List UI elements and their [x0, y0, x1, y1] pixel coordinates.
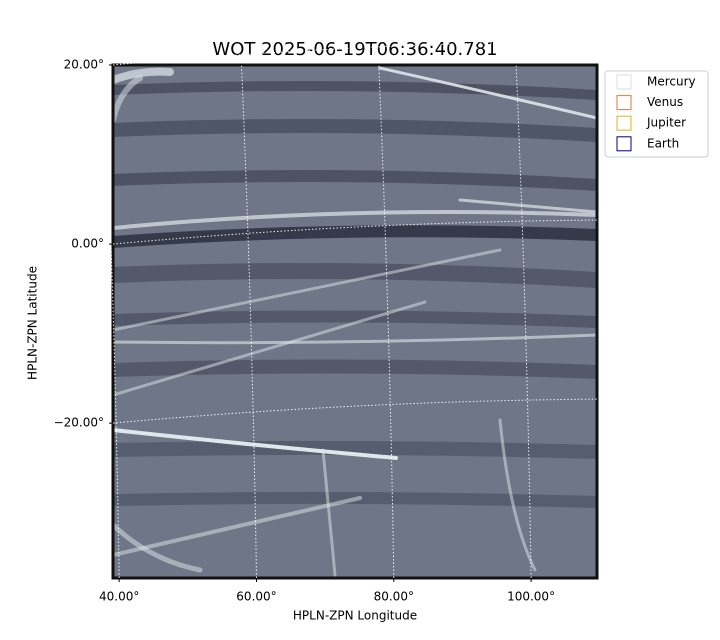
grid-line	[112, 398, 598, 424]
y-tick-label: −20.00°	[54, 416, 104, 430]
grid-line	[112, 40, 598, 66]
chart-title: WOT 2025-06-19T06:36:40.781	[212, 39, 497, 60]
grid-line	[240, 64, 257, 579]
legend-marker	[616, 74, 632, 90]
legend-label: Earth	[647, 136, 679, 150]
grid-line	[515, 64, 532, 579]
y-tick-label: 20.00°	[64, 58, 104, 72]
grid-line	[103, 64, 120, 579]
grid-line	[112, 219, 598, 245]
legend-label: Mercury	[647, 75, 696, 89]
image	[113, 65, 597, 578]
x-tick-label: 60.00°	[236, 590, 276, 604]
x-tick-label: 40.00°	[99, 590, 139, 604]
y-tick-label: 0.00°	[71, 237, 104, 251]
legend-label: Jupiter	[646, 116, 686, 130]
y-axis-label: HPLN-ZPN Latitude	[26, 266, 40, 380]
grid-line	[378, 64, 395, 579]
x-axis-label: HPLN-ZPN Longitude	[293, 609, 417, 623]
legend-marker	[616, 136, 632, 152]
x-tick-label: 80.00°	[374, 590, 414, 604]
x-tick-label: 100.00°	[507, 590, 555, 604]
legend	[604, 70, 709, 158]
legend-label: Venus	[647, 95, 683, 109]
legend-marker	[616, 115, 632, 131]
legend-marker	[616, 95, 632, 111]
image-texture	[113, 66, 597, 577]
